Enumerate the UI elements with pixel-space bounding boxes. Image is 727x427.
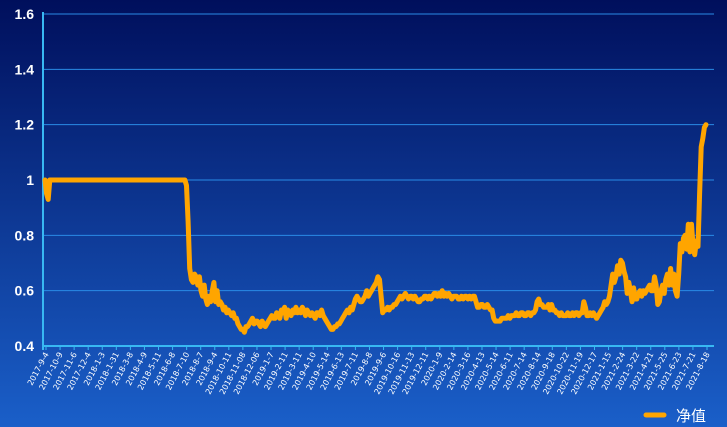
legend[interactable]: 净值 bbox=[643, 407, 706, 425]
series-line-0[interactable] bbox=[42, 122, 709, 335]
y-tick-label: 1.2 bbox=[15, 117, 35, 133]
y-axis-tick-labels: 0.4 0.6 0.8 1 1.2 1.4 1.6 bbox=[15, 6, 35, 354]
y-tick-label: 1.4 bbox=[15, 61, 35, 77]
y-tick-label: 0.8 bbox=[15, 227, 35, 243]
series-layer bbox=[42, 122, 709, 335]
y-tick-label: 1 bbox=[26, 172, 34, 188]
y-tick-label: 0.4 bbox=[15, 338, 35, 354]
legend-label: 净值 bbox=[676, 407, 706, 425]
y-tick-label: 0.6 bbox=[15, 283, 35, 299]
y-tick-label: 1.6 bbox=[15, 6, 35, 22]
